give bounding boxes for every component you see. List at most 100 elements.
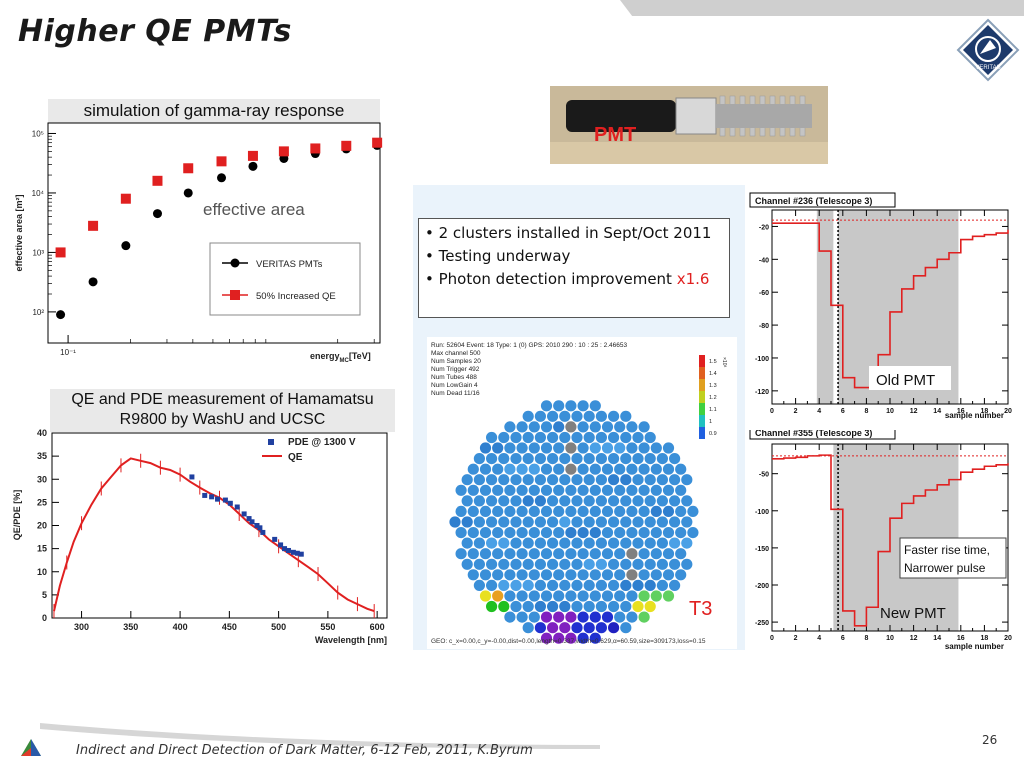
pde-point	[241, 511, 247, 517]
camera-pixel	[547, 600, 559, 613]
qe-ytick-label: 40	[37, 428, 47, 438]
camera-pixel	[492, 484, 504, 496]
camera-pixel	[492, 442, 504, 454]
camera-pixel	[632, 579, 644, 591]
camera-pixel	[583, 622, 595, 634]
effarea-point-qe	[183, 163, 194, 174]
camera-pixel	[486, 453, 498, 465]
camera-pixel	[608, 431, 620, 444]
camera-pixel	[656, 453, 668, 465]
trace-old-title-box	[749, 192, 896, 208]
camera-pixel	[614, 527, 626, 539]
camera-pixel	[632, 516, 644, 528]
camera-pixel	[662, 569, 675, 581]
camera-pixel	[626, 484, 638, 496]
camera-pixel	[656, 474, 668, 486]
pde-point	[272, 536, 278, 542]
camera-pixel	[553, 484, 565, 496]
camera-pixel	[571, 579, 583, 591]
camera-pixel	[461, 537, 473, 549]
effective-area-annotation: effective area	[203, 200, 305, 219]
pde-point	[234, 504, 240, 510]
camera-pixel	[540, 400, 553, 412]
camera-pixel	[626, 463, 638, 475]
camera-pixel	[510, 474, 522, 486]
effective-area-xlabel: energyMC[TeV]	[310, 351, 371, 364]
camera-pixel	[461, 495, 473, 507]
camera-pixel	[492, 505, 504, 517]
camera-pixel	[620, 537, 632, 549]
camera-pixel	[522, 537, 534, 549]
camera-pixel	[540, 548, 553, 560]
pde-point	[294, 550, 300, 556]
camera-pixel	[608, 600, 620, 613]
camera-pixel	[571, 410, 583, 422]
camera-pixel	[486, 474, 498, 486]
camera-pixel	[522, 410, 534, 422]
pmt-label-band	[675, 97, 717, 135]
camera-pixel	[583, 410, 595, 422]
effarea-ytick-label: 10²	[32, 308, 44, 317]
camera-scale-unit: ×10³	[721, 357, 727, 367]
camera-pixel	[589, 527, 601, 539]
camera-pixel	[681, 516, 693, 528]
camera-pixel	[650, 590, 662, 602]
legend-marker-veritas	[230, 258, 240, 268]
camera-pixel	[608, 516, 620, 528]
effective-area-ylabel: effective area [m²]	[14, 194, 24, 271]
camera-pixel	[565, 527, 577, 539]
camera-label: T3	[689, 598, 712, 620]
camera-pixel	[644, 579, 656, 591]
camera-header-line: Num Tubes 488	[431, 374, 477, 381]
effective-area-chart: 10² 10³ 10⁴ 10⁵ 10⁻¹ effective area VERITAS …	[14, 122, 383, 364]
camera-pixel	[522, 558, 534, 570]
qe-xtick-label: 350	[123, 622, 138, 632]
camera-pixel	[516, 527, 528, 539]
camera-pixel	[620, 410, 632, 422]
effarea-point-veritas	[217, 173, 227, 183]
camera-pixel	[504, 590, 516, 602]
camera-pixel	[473, 558, 485, 570]
trace-ytick-label: -120	[755, 389, 769, 396]
trace-xtick-label: 6	[841, 635, 845, 642]
trace-ytick-label: -200	[755, 583, 769, 590]
camera-pixel	[577, 442, 589, 454]
camera-pixel	[608, 410, 620, 422]
camera-pixel	[577, 505, 589, 517]
camera-pixel	[571, 558, 583, 570]
camera-pixel	[492, 548, 504, 560]
footer-text: Indirect and Direct Detection of Dark Ma…	[76, 743, 533, 758]
camera-pixel	[528, 590, 540, 602]
effarea-point-qe	[120, 193, 131, 204]
camera-pixel	[669, 474, 681, 486]
camera-pixel	[595, 579, 607, 591]
camera-pixel	[644, 474, 656, 486]
camera-pixel	[681, 537, 693, 549]
effective-area-legend	[209, 242, 361, 316]
pmt-tube-body	[566, 100, 676, 132]
qe-ytick-label: 15	[37, 544, 47, 554]
pmt-base	[716, 104, 812, 128]
trace-ytick-label: -20	[759, 224, 769, 231]
camera-pixel	[577, 484, 589, 496]
camera-pixel	[571, 474, 583, 486]
trace-xtick-label: 16	[957, 408, 965, 415]
camera-pixel	[589, 400, 601, 412]
camera-pixel	[467, 463, 479, 475]
camera-pixel	[595, 516, 607, 528]
camera-pixel	[473, 537, 485, 549]
camera-pixel	[553, 463, 565, 475]
qe-curve	[53, 457, 375, 613]
camera-pixel	[461, 474, 473, 486]
camera-pixel	[620, 474, 632, 486]
camera-pixel	[553, 569, 565, 581]
camera-pixel	[504, 484, 516, 496]
camera-pixel	[559, 600, 571, 613]
effarea-point-veritas	[248, 161, 258, 171]
pde-point	[260, 529, 266, 535]
legend-marker-qe	[230, 290, 240, 300]
qe-ytick-label: 35	[37, 451, 47, 461]
camera-pixel	[601, 611, 614, 623]
trace-xtick-label: 2	[794, 635, 798, 642]
camera-pixel	[498, 453, 510, 465]
